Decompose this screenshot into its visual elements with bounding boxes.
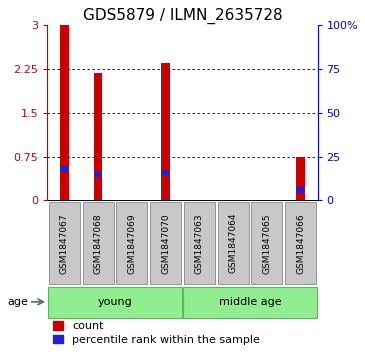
Text: GSM1847070: GSM1847070 [161,213,170,274]
Bar [296,187,305,192]
Bar [296,157,305,200]
Bar [161,63,170,200]
Bar [60,25,69,200]
Text: age: age [7,297,28,307]
Bar [94,172,102,177]
Bar [150,202,181,284]
Bar [218,202,249,284]
Legend: count, percentile rank within the sample: count, percentile rank within the sample [53,321,260,345]
Bar [251,202,283,284]
Text: GSM1847065: GSM1847065 [262,213,272,274]
Bar [183,287,317,318]
Bar [184,202,215,284]
Bar [285,202,316,284]
Bar [49,202,80,284]
Text: GSM1847063: GSM1847063 [195,213,204,274]
Text: GSM1847068: GSM1847068 [93,213,103,274]
Bar [48,287,182,318]
Text: middle age: middle age [219,297,281,307]
Bar [116,202,147,284]
Text: GSM1847064: GSM1847064 [228,213,238,273]
Text: GSM1847067: GSM1847067 [60,213,69,274]
Title: GDS5879 / ILMN_2635728: GDS5879 / ILMN_2635728 [83,8,282,24]
Text: GSM1847069: GSM1847069 [127,213,137,274]
Bar [60,166,69,172]
Text: GSM1847066: GSM1847066 [296,213,305,274]
Bar [161,170,170,175]
Text: young: young [97,297,132,307]
Bar [94,73,102,200]
Bar [82,202,114,284]
